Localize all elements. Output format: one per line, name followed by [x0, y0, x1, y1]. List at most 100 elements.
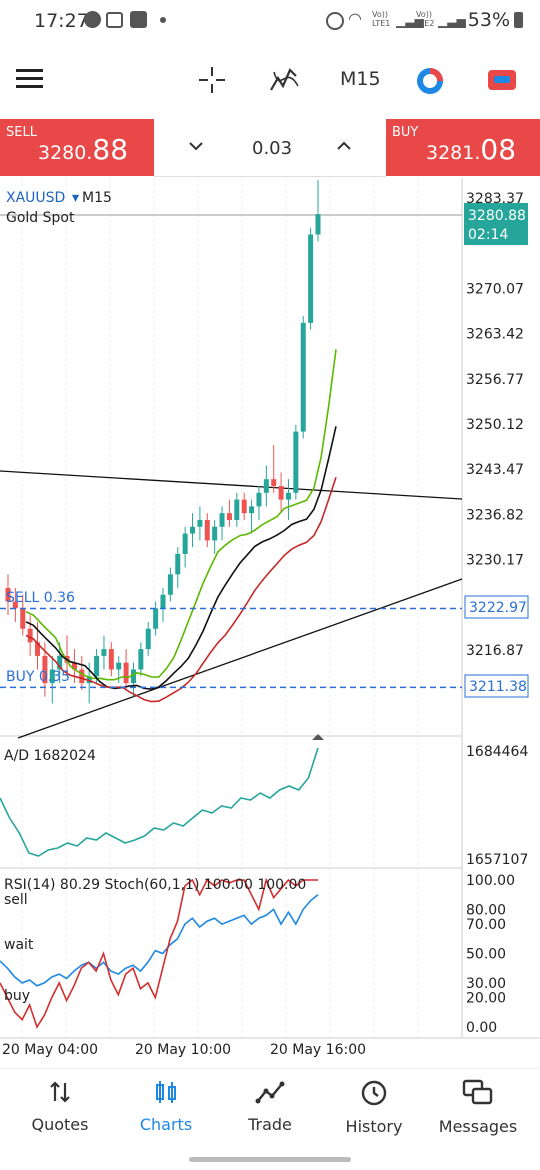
candle-body: [49, 669, 55, 684]
gmail-icon: [106, 12, 123, 28]
bottom-nav: Quotes Charts Trade History Messages: [0, 1068, 540, 1159]
price-tick-label: 3270.07: [466, 281, 524, 297]
ma-mid-line: [25, 426, 337, 690]
candle-body: [108, 649, 114, 670]
buy-price: 3281.08: [426, 133, 516, 166]
buy-order-price-box: [464, 674, 529, 698]
nav-messages[interactable]: Messages: [426, 1079, 530, 1136]
nav-charts[interactable]: Charts: [114, 1079, 218, 1134]
candle-body: [300, 322, 306, 432]
signal-icon-2: ▁▃▅: [438, 14, 466, 28]
sell-button[interactable]: SELL 3280.88: [0, 119, 154, 176]
candle-body: [204, 519, 210, 541]
candle-body: [234, 499, 240, 520]
wifi-icon: ◠: [348, 9, 362, 28]
history-icon: [361, 1080, 387, 1106]
dot-icon: [160, 17, 166, 23]
indicator-icon[interactable]: [268, 64, 300, 96]
chart-symbol: XAUUSD: [6, 190, 65, 206]
ma-fast-line: [25, 349, 337, 681]
candle-body: [35, 642, 41, 656]
candle-body: [190, 526, 196, 534]
osc-level-label: 30.00: [466, 976, 506, 992]
sell-order-label[interactable]: SELL 0.36: [6, 590, 75, 606]
buy-button[interactable]: BUY 3281.08: [386, 119, 540, 176]
nav-history[interactable]: History: [322, 1079, 426, 1136]
nav-quotes-label: Quotes: [31, 1115, 89, 1134]
osc-level-label: 20.00: [466, 991, 506, 1007]
price-tick-label: 3230.17: [466, 553, 524, 569]
resistance-trendline: [0, 470, 463, 500]
battery-icon: [514, 12, 523, 28]
trade-icon[interactable]: [487, 66, 517, 94]
chevron-up-icon[interactable]: [336, 140, 352, 152]
buy-order-label[interactable]: BUY 0.35: [6, 669, 70, 685]
sell-label: SELL: [6, 125, 37, 140]
osc-level-label: 0.00: [466, 1020, 497, 1036]
candle-body: [20, 608, 26, 629]
signal-icon: ▁▃▅: [396, 14, 424, 28]
dollar-circle-icon: [84, 11, 101, 28]
quotes-icon: [50, 1081, 70, 1103]
candle-body: [79, 669, 85, 684]
candle-body: [86, 676, 92, 684]
lot-value[interactable]: 0.03: [252, 138, 293, 159]
stochastic-line: [0, 877, 318, 1029]
candle-body: [285, 492, 291, 500]
chart-description: Gold Spot: [6, 210, 75, 226]
price-chart[interactable]: 3283.373270.073263.423256.773250.123243.…: [0, 178, 540, 1058]
charts-icon: [156, 1081, 176, 1103]
timeframe-label[interactable]: M15: [340, 68, 381, 90]
candle-body: [42, 655, 48, 684]
candle-body: [315, 214, 321, 235]
candle-body: [27, 628, 33, 643]
osc-level-label: 80.00: [466, 902, 506, 918]
candle-body: [57, 655, 63, 670]
candle-body: [241, 499, 247, 514]
network-2: Vo)) LTE2: [416, 10, 435, 28]
candle-body: [153, 608, 159, 629]
candle-body: [101, 649, 107, 656]
ad-min: 1657107: [466, 852, 528, 868]
nav-messages-label: Messages: [438, 1117, 518, 1136]
crosshair-icon[interactable]: [197, 65, 227, 95]
candle-body: [130, 669, 136, 684]
current-price: 3280.88: [468, 208, 526, 224]
sell-price-pips: 88: [92, 133, 129, 166]
osc-wait-label: wait: [4, 937, 34, 953]
osc-label: RSI(14) 80.29 Stoch(60,1,1) 100.00 100.0…: [4, 877, 306, 893]
candle-body: [212, 526, 218, 541]
chevron-down-icon[interactable]: [188, 140, 204, 152]
osc-sell-label: sell: [4, 892, 28, 908]
menu-icon[interactable]: [16, 64, 43, 93]
price-tick-label: 3236.82: [466, 507, 524, 523]
rsi-line: [0, 894, 319, 987]
candle-body: [278, 485, 284, 500]
nav-quotes[interactable]: Quotes: [8, 1079, 112, 1134]
candle-body: [123, 662, 129, 684]
price-tick-label: 3250.12: [466, 417, 524, 433]
candle-body: [219, 513, 225, 527]
scroll-marker-icon: [312, 734, 324, 740]
candle-body: [145, 628, 151, 650]
buy-order-price: 3211.38: [469, 679, 527, 695]
chart-timeframe: M15: [82, 190, 112, 206]
messages-icon: [462, 1079, 493, 1105]
support-trendline: [17, 578, 463, 739]
candle-body: [182, 533, 188, 554]
sell-price: 3280.88: [38, 133, 128, 166]
countdown: 02:14: [468, 227, 508, 243]
nav-trade[interactable]: Trade: [218, 1079, 322, 1134]
candle-body: [175, 553, 181, 575]
gallery-icon: [130, 11, 147, 28]
symbol-dropdown-icon[interactable]: ▾: [72, 190, 79, 206]
candle-body: [249, 506, 255, 514]
current-price-box: [464, 203, 528, 245]
buy-price-main: 3281.: [426, 142, 481, 164]
clock-icon[interactable]: [414, 65, 446, 97]
lot-selector: 0.03: [154, 119, 386, 177]
osc-level-label: 100.00: [466, 873, 515, 889]
candle-body: [271, 479, 277, 486]
sell-price-main: 3280.: [38, 142, 93, 164]
chart-toolbar: M15: [0, 50, 540, 110]
